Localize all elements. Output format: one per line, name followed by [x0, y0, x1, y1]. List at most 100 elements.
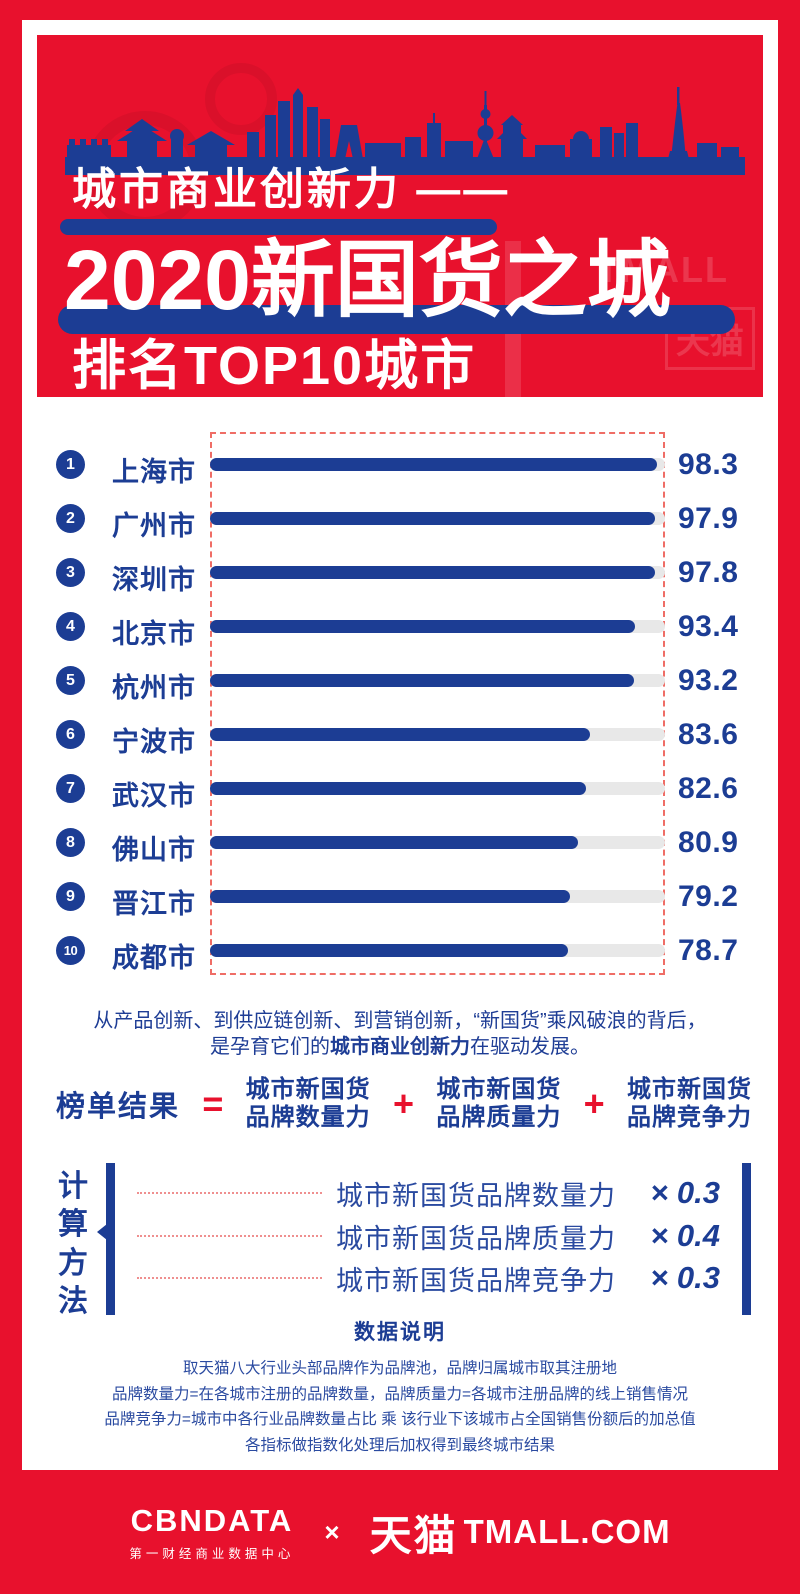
bar-track	[210, 944, 665, 957]
method-title-char-3: 方	[58, 1247, 88, 1280]
plus-sign: +	[392, 1083, 415, 1124]
tmall-logo-en: TMALL.COM	[463, 1513, 671, 1550]
city-label: 武汉市	[112, 781, 196, 811]
kicker-block: 城市商业创新力 ——	[60, 153, 580, 239]
method-row-3: 城市新国货品牌竞争力 × 0.3	[137, 1260, 720, 1296]
method-title-char-4: 法	[58, 1285, 88, 1318]
cross-separator-icon: ×	[324, 1516, 340, 1547]
bar-fill	[210, 836, 579, 849]
summary-line-1: 从产品创新、到供应链创新、到营销创新，“新国货”乘风破浪的背后，	[93, 1010, 707, 1032]
value-label: 98.3	[678, 448, 739, 481]
chart-row-4: 4 北京市 93.4	[37, 599, 778, 653]
cbndata-logo-text: CBNDATA	[130, 1502, 294, 1538]
value-label: 97.9	[678, 502, 739, 535]
dotted-leader-line	[137, 1277, 322, 1279]
cbndata-logo: CBNDATA 第一财经商业数据中心	[129, 1503, 294, 1562]
bar-track	[210, 512, 665, 525]
cbndata-subtitle: 第一财经商业数据中心	[129, 1546, 295, 1561]
bar-track	[210, 890, 665, 903]
tmall-logo: 天猫 TMALL.COM	[370, 1502, 671, 1563]
formula-row: 榜单结果 = 城市新国货 品牌数量力 + 城市新国货 品牌质量力 + 城市新国货 品牌…	[56, 1076, 752, 1132]
summary-line-2: 是孕育它们的城市商业创新力在驱动发展。	[210, 1036, 590, 1058]
rank-badge: 9	[56, 882, 85, 911]
bar-fill	[210, 620, 635, 633]
method-label: 城市新国货品牌数量力	[336, 1180, 616, 1211]
value-label: 82.6	[678, 772, 739, 805]
value-label: 93.4	[678, 610, 739, 643]
method-row-1: 城市新国货品牌数量力 × 0.3	[137, 1175, 720, 1211]
city-skyline-icon	[65, 87, 745, 175]
value-label: 78.7	[678, 934, 739, 967]
method-label: 城市新国货品牌质量力	[336, 1223, 616, 1254]
bar-fill	[210, 782, 586, 795]
rank-badge: 1	[56, 450, 85, 479]
value-label: 83.6	[678, 718, 739, 751]
chart-row-1: 1 上海市 98.3	[37, 437, 778, 491]
method-title-char-1: 计	[58, 1170, 88, 1203]
main-title-underline-bar	[58, 305, 735, 334]
dotted-leader-line	[137, 1235, 322, 1237]
footer: CBNDATA 第一财经商业数据中心 × 天猫 TMALL.COM	[0, 1470, 800, 1594]
chart-dashed-border	[210, 432, 665, 975]
bar-fill	[210, 566, 655, 579]
bar-track	[210, 566, 665, 579]
rank-badge: 4	[56, 612, 85, 641]
notes-title: 数据说明	[354, 1321, 446, 1344]
rank-badge: 6	[56, 720, 85, 749]
value-label: 80.9	[678, 826, 739, 859]
rank-badge: 8	[56, 828, 85, 857]
method-right-bar	[742, 1163, 751, 1315]
notes-block: 取天猫八大行业头部品牌作为品牌池，品牌归属城市取其注册地 品牌数量力=在各城市注…	[0, 1356, 800, 1458]
notes-line-4: 各指标做指数化处理后加权得到最终城市结果	[244, 1436, 555, 1454]
rank-badge: 10	[56, 936, 85, 965]
chart-row-7: 7 武汉市 82.6	[37, 761, 778, 815]
method-label: 城市新国货品牌竞争力	[336, 1265, 616, 1296]
chart-row-10: 10 成都市 78.7	[37, 923, 778, 977]
equals-sign: =	[202, 1083, 224, 1124]
city-label: 广州市	[112, 511, 196, 541]
bar-track	[210, 782, 665, 795]
city-label: 宁波市	[112, 727, 196, 757]
rank-badge: 2	[56, 504, 85, 533]
dotted-leader-line	[137, 1192, 322, 1194]
formula-term-1: 城市新国货 品牌数量力	[245, 1076, 371, 1131]
rank-badge: 7	[56, 774, 85, 803]
city-label: 杭州市	[112, 673, 196, 703]
city-label: 佛山市	[112, 835, 196, 865]
plus-sign: +	[583, 1083, 605, 1124]
header: TMALL 天猫	[37, 35, 763, 397]
bar-track	[210, 674, 665, 687]
summary-bold-term: 城市商业创新力	[330, 1036, 470, 1058]
main-title: 2020新国货之城	[64, 233, 671, 327]
bar-fill	[210, 674, 635, 687]
bar-fill	[210, 512, 656, 525]
notes-line-1: 取天猫八大行业头部品牌作为品牌池，品牌归属城市取其注册地	[182, 1360, 617, 1377]
rank-badge: 3	[56, 558, 85, 587]
bar-fill	[210, 728, 591, 741]
bar-fill	[210, 458, 658, 471]
notes-line-2: 品牌数量力=在各城市注册的品牌数量，品牌质量力=各城市注册品牌的线上销售情况	[111, 1385, 689, 1403]
city-label: 深圳市	[112, 565, 196, 595]
bar-track	[210, 458, 665, 471]
city-label: 北京市	[112, 619, 196, 649]
rank-badge: 5	[56, 666, 85, 695]
method-weight: × 0.3	[650, 1175, 720, 1210]
formula-term-3: 城市新国货 品牌竞争力	[626, 1076, 752, 1131]
bar-track	[210, 728, 665, 741]
method-title-char-2: 算	[58, 1208, 88, 1241]
city-label: 上海市	[112, 457, 196, 487]
method-left-bar	[106, 1163, 115, 1315]
bar-track	[210, 836, 665, 849]
value-label: 79.2	[678, 880, 739, 913]
method-weight: × 0.4	[650, 1218, 720, 1253]
value-label: 97.8	[678, 556, 739, 589]
kicker-underline-bar	[60, 219, 497, 235]
formula-term-2: 城市新国货 品牌质量力	[436, 1076, 562, 1131]
main-title-block: 2020新国货之城	[58, 213, 758, 343]
chart-row-8: 8 佛山市 80.9	[37, 815, 778, 869]
method-left-bar-notch	[97, 1224, 107, 1240]
chart-row-2: 2 广州市 97.9	[37, 491, 778, 545]
method-weight: × 0.3	[650, 1260, 720, 1295]
bar-fill	[210, 890, 571, 903]
